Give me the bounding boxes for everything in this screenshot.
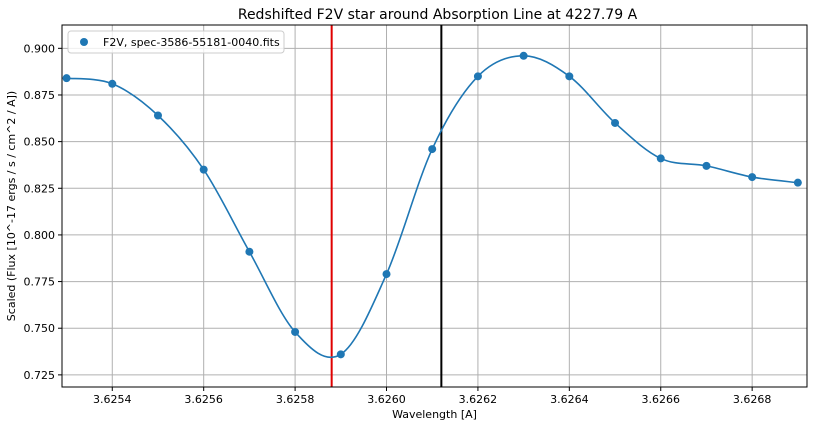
reference-lines bbox=[330, 25, 443, 387]
data-point bbox=[793, 178, 802, 187]
data-point bbox=[62, 74, 71, 83]
legend-marker bbox=[80, 38, 88, 46]
data-point bbox=[473, 72, 482, 81]
x-tick-label: 3.6264 bbox=[550, 393, 589, 406]
data-point bbox=[656, 154, 665, 163]
y-tick-label: 0.750 bbox=[24, 322, 56, 335]
y-tick-label: 0.800 bbox=[24, 229, 56, 242]
legend-box bbox=[67, 30, 285, 54]
data-point bbox=[611, 118, 620, 127]
legend: F2V, spec-3586-55181-0040.fits bbox=[67, 30, 285, 54]
data-point bbox=[702, 161, 711, 170]
data-point bbox=[565, 72, 574, 81]
y-axis: 0.725 0.750 0.775 0.800 0.825 0.850 0.875 0.900 bbox=[24, 42, 62, 382]
x-tick-label: 3.6256 bbox=[184, 393, 223, 406]
data-point bbox=[153, 111, 162, 120]
x-tick-label: 3.6268 bbox=[733, 393, 772, 406]
data-point bbox=[108, 79, 117, 88]
x-tick-label: 3.6266 bbox=[641, 393, 680, 406]
x-tick-label: 3.6258 bbox=[276, 393, 315, 406]
y-tick-label: 0.875 bbox=[24, 89, 56, 102]
x-axis: 3.6254 3.6256 3.6258 3.6260 3.6262 3.6264 3.62… bbox=[93, 387, 771, 406]
data-point bbox=[199, 165, 208, 174]
y-axis-label: Scaled (Flux [10^-17 ergs / s / cm^2 / A… bbox=[5, 91, 18, 321]
data-point bbox=[382, 270, 391, 279]
chart-title: Redshifted F2V star around Absorption Li… bbox=[238, 7, 638, 23]
y-tick-label: 0.775 bbox=[24, 276, 56, 289]
y-tick-label: 0.850 bbox=[24, 136, 56, 149]
data-point bbox=[336, 350, 345, 359]
y-tick-label: 0.725 bbox=[24, 369, 56, 382]
plot-frame bbox=[61, 24, 808, 388]
x-axis-label: Wavelength [A] bbox=[392, 408, 477, 421]
y-tick-label: 0.900 bbox=[24, 42, 56, 55]
x-tick-label: 3.6262 bbox=[459, 393, 498, 406]
y-tick-label: 0.825 bbox=[24, 182, 56, 195]
legend-label: F2V, spec-3586-55181-0040.fits bbox=[103, 36, 280, 49]
data-point bbox=[748, 173, 757, 182]
data-point bbox=[519, 51, 528, 60]
data-point bbox=[291, 327, 300, 336]
series-layer bbox=[62, 51, 802, 359]
gridlines bbox=[62, 25, 807, 387]
data-point bbox=[245, 247, 254, 256]
x-tick-label: 3.6254 bbox=[93, 393, 132, 406]
x-tick-label: 3.6260 bbox=[367, 393, 406, 406]
data-point bbox=[428, 145, 437, 154]
